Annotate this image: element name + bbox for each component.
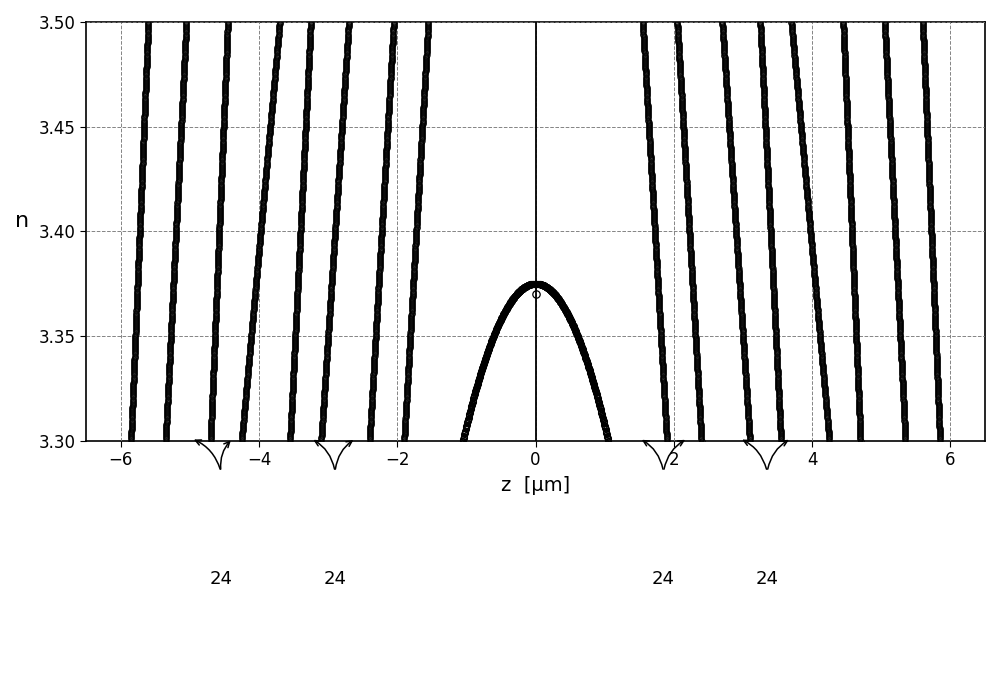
X-axis label: z  [μm]: z [μm] [501,476,570,495]
Text: 24: 24 [756,570,779,588]
Text: 24: 24 [324,570,347,588]
Text: 24: 24 [209,570,232,588]
Y-axis label: n: n [15,211,29,231]
Text: 24: 24 [652,570,675,588]
